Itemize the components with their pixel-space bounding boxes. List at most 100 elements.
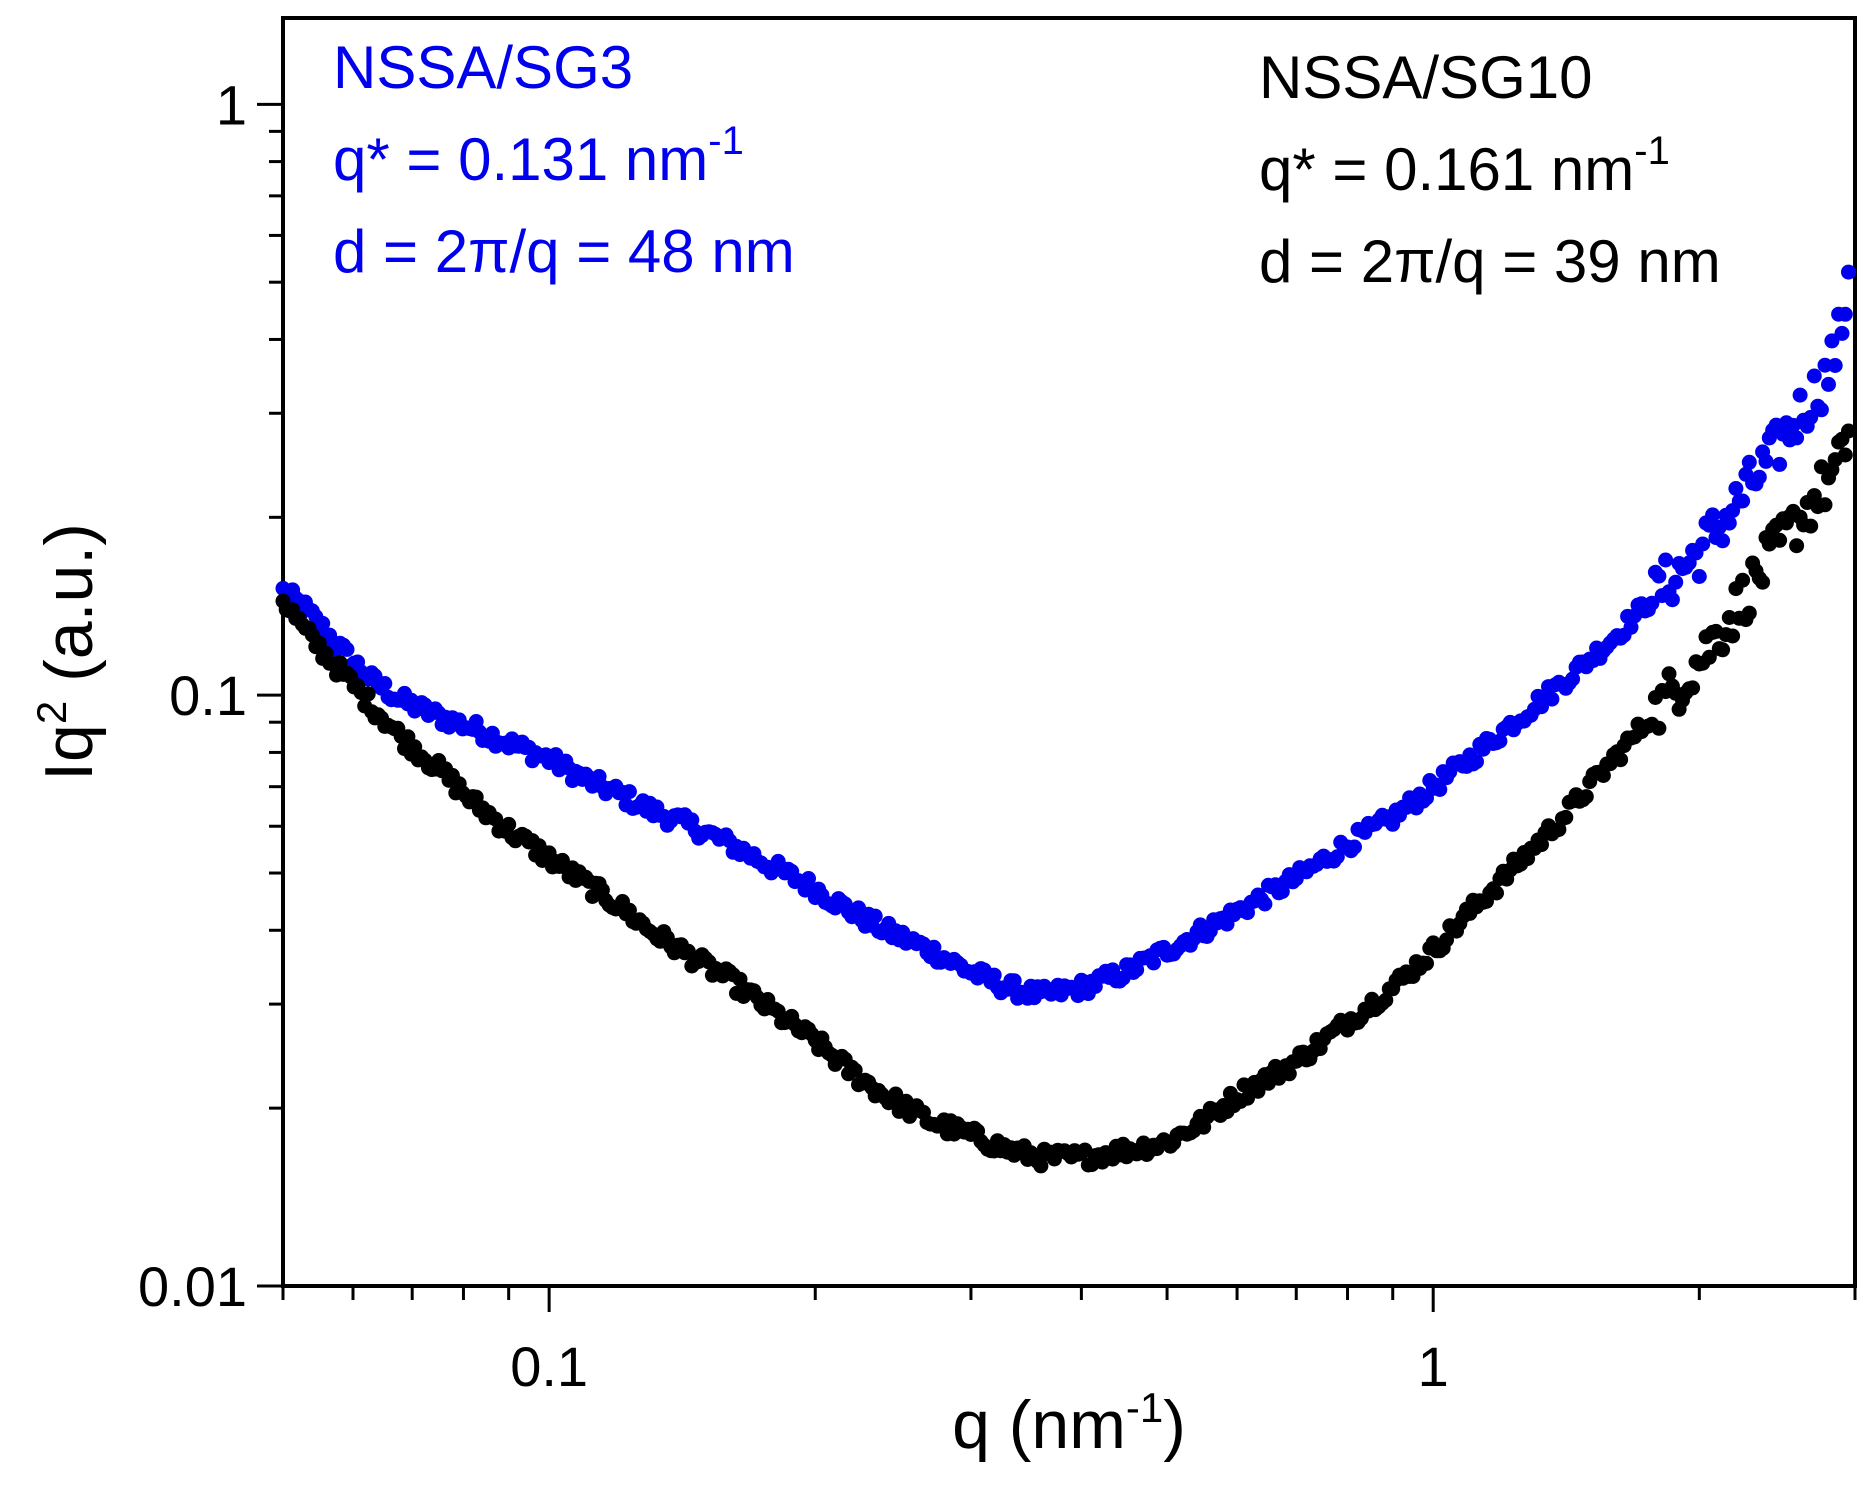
annotation-line: q* = 0.161 nm-1	[1259, 129, 1670, 203]
data-point	[986, 967, 1002, 983]
data-point	[1664, 592, 1680, 608]
data-point	[1432, 782, 1448, 797]
data-point	[1661, 666, 1677, 682]
data-point	[1758, 453, 1774, 469]
data-point	[1772, 532, 1788, 548]
data-point	[621, 902, 637, 918]
data-point	[1281, 1066, 1297, 1082]
annotation-sg10: NSSA/SG10 q* = 0.161 nm-1 d = 2π/q = 39 nm	[1259, 44, 1721, 295]
data-point	[1803, 518, 1819, 534]
data-point	[1817, 497, 1833, 513]
major-ticks	[257, 102, 1435, 1312]
data-point	[1715, 533, 1731, 549]
y-axis-title: Iq2 (a.u.)	[28, 523, 107, 781]
data-point	[1715, 642, 1731, 658]
tick-labels: 0.1 1 0.01 0.1 1	[138, 73, 1449, 1398]
data-point	[1668, 574, 1684, 590]
data-point	[847, 1062, 863, 1078]
annotation-line: NSSA/SG3	[333, 34, 633, 101]
annotation-line: d = 2π/q = 39 nm	[1259, 228, 1721, 295]
data-point	[1827, 358, 1843, 373]
data-point	[1347, 839, 1362, 855]
data-point	[1821, 376, 1836, 392]
data-point	[1741, 454, 1757, 470]
annotation-line: q* = 0.131 nm-1	[333, 119, 744, 193]
data-point	[1728, 481, 1744, 496]
data-point	[1792, 387, 1808, 403]
data-point	[1834, 325, 1850, 341]
data-point	[1721, 515, 1737, 531]
data-point	[468, 789, 484, 805]
data-point	[1735, 493, 1751, 509]
data-point	[1644, 595, 1660, 611]
data-point	[621, 784, 637, 800]
annotation-line: NSSA/SG10	[1259, 44, 1593, 111]
data-point	[1250, 1083, 1266, 1099]
data-point	[1578, 789, 1594, 805]
annotation-line: d = 2π/q = 48 nm	[333, 218, 795, 285]
data-point	[1772, 456, 1788, 472]
series-layer	[275, 264, 1856, 1174]
data-point	[1613, 752, 1629, 768]
y-tick-label: 0.01	[138, 1255, 247, 1318]
data-point	[1565, 671, 1581, 687]
data-point	[1841, 423, 1856, 439]
series-sg10	[275, 423, 1856, 1174]
data-point	[1701, 649, 1717, 665]
data-point	[1803, 409, 1819, 425]
data-point	[1685, 680, 1701, 696]
annotation-sg3: NSSA/SG3 q* = 0.131 nm-1 d = 2π/q = 48 nm	[333, 34, 795, 285]
data-point	[1751, 469, 1767, 485]
data-point	[1378, 992, 1394, 1008]
data-point	[1558, 809, 1574, 825]
data-point	[867, 908, 883, 924]
data-point	[1755, 574, 1771, 590]
data-point	[680, 943, 696, 959]
data-point	[1789, 538, 1805, 554]
data-point	[1146, 955, 1162, 971]
data-point	[1789, 430, 1805, 446]
data-point	[1129, 962, 1145, 978]
data-point	[1725, 628, 1741, 644]
data-point	[1658, 552, 1674, 568]
data-point	[1837, 447, 1853, 463]
data-point	[360, 686, 376, 702]
data-point	[1651, 568, 1667, 584]
data-point	[1841, 264, 1856, 280]
data-point	[1033, 1158, 1049, 1174]
data-point	[1623, 619, 1639, 635]
data-point	[684, 812, 700, 828]
data-point	[1006, 973, 1022, 989]
data-point	[1735, 572, 1751, 588]
data-point	[377, 676, 393, 691]
data-point	[1534, 837, 1549, 853]
data-point	[315, 615, 331, 631]
data-point	[1257, 896, 1273, 912]
data-point	[501, 816, 517, 832]
data-point	[801, 871, 816, 886]
data-point	[1489, 885, 1504, 901]
data-point	[332, 655, 348, 671]
data-point	[1419, 955, 1434, 971]
data-point	[1595, 768, 1611, 783]
data-point	[1837, 306, 1853, 322]
data-point	[1813, 402, 1829, 418]
x-axis-title: q (nm-1)	[952, 1384, 1186, 1463]
y-tick-label: 1	[216, 73, 247, 136]
data-point	[1695, 536, 1711, 552]
x-tick-label: 1	[1418, 1335, 1449, 1398]
minor-ticks	[269, 129, 1857, 1300]
data-point	[1705, 507, 1721, 523]
data-point	[1741, 605, 1757, 621]
series-sg3	[275, 264, 1856, 1006]
data-point	[1544, 691, 1560, 707]
data-point	[1691, 569, 1707, 584]
data-point	[1651, 720, 1667, 736]
plot-frame	[281, 16, 1857, 1288]
data-point	[1806, 368, 1822, 384]
data-point	[926, 939, 942, 955]
data-point	[339, 641, 355, 657]
data-point	[1492, 733, 1508, 749]
x-tick-label: 0.1	[510, 1335, 588, 1398]
